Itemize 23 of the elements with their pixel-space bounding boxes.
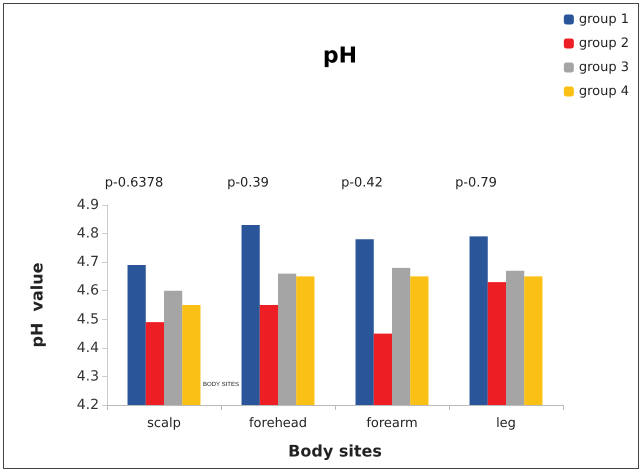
text: p-0.42 bbox=[341, 176, 383, 190]
y-tick-label: 4.4 bbox=[76, 340, 100, 356]
y-tick-label: 4.7 bbox=[76, 254, 99, 270]
text: p-0.39 bbox=[227, 176, 269, 190]
legend-label: group 3 bbox=[578, 60, 630, 75]
y-tick-label: 4.9 bbox=[76, 197, 99, 213]
text: p-0.6378 bbox=[104, 176, 164, 190]
y-axis-title: pH value bbox=[28, 262, 46, 348]
x-tick-label: forearm bbox=[366, 416, 418, 431]
x-tick-label: leg bbox=[496, 416, 516, 431]
x-axis-title: Body sites bbox=[288, 442, 382, 460]
y-tick-label: 4.6 bbox=[76, 282, 100, 299]
y-tick-label: 4.3 bbox=[76, 368, 99, 384]
legend-label: group 1 bbox=[578, 12, 630, 27]
x-tick-label: scalp bbox=[147, 416, 181, 431]
legend-label: group 2 bbox=[578, 36, 630, 51]
legend-label: group 4 bbox=[578, 84, 630, 99]
x-tick-label: forehead bbox=[248, 416, 308, 431]
y-tick-label: 4.5 bbox=[76, 311, 99, 328]
chart-title: pH bbox=[322, 44, 358, 68]
y-tick-label: 4.2 bbox=[76, 397, 99, 413]
text: p-0.79 bbox=[455, 176, 497, 190]
y-tick-label: 4.8 bbox=[76, 226, 99, 242]
